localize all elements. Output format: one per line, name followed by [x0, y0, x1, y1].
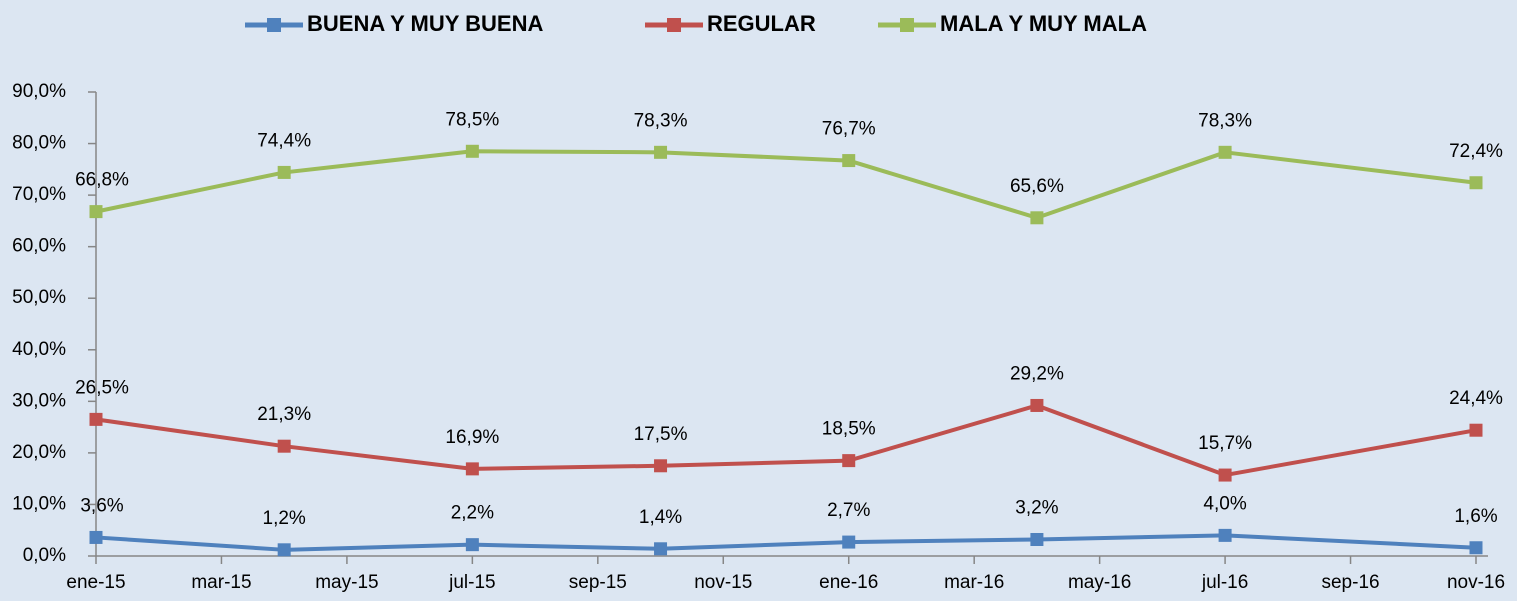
marker: [1469, 541, 1483, 555]
data-label: 2,7%: [827, 500, 870, 521]
marker: [89, 412, 103, 426]
x-tick-label: mar-15: [191, 572, 251, 593]
legend-text: REGULAR: [707, 11, 816, 36]
marker: [465, 538, 479, 552]
data-label: 26,5%: [75, 377, 129, 398]
legend-marker: [900, 18, 914, 32]
data-label: 78,3%: [634, 110, 688, 131]
data-label: 76,7%: [822, 119, 876, 140]
x-tick-label: jul-15: [448, 572, 495, 593]
y-tick-label: 50,0%: [12, 287, 66, 308]
data-label: 74,4%: [257, 130, 311, 151]
marker: [1218, 145, 1232, 159]
x-tick-label: mar-16: [944, 572, 1004, 593]
data-label: 16,9%: [445, 427, 499, 448]
marker: [1469, 176, 1483, 190]
marker: [842, 535, 856, 549]
x-tick-label: sep-15: [569, 572, 627, 593]
marker: [277, 543, 291, 557]
x-tick-label: may-16: [1068, 572, 1131, 593]
data-label: 1,2%: [263, 508, 306, 529]
y-tick-label: 80,0%: [12, 133, 66, 154]
data-label: 1,4%: [639, 507, 682, 528]
marker: [89, 205, 103, 219]
x-tick-label: sep-16: [1321, 572, 1379, 593]
marker: [465, 144, 479, 158]
data-label: 24,4%: [1449, 388, 1503, 409]
y-tick-label: 30,0%: [12, 390, 66, 411]
legend-text: MALA Y MUY MALA: [940, 11, 1147, 36]
legend-marker: [667, 18, 681, 32]
legend-marker: [267, 18, 281, 32]
marker: [654, 145, 668, 159]
data-label: 29,2%: [1010, 363, 1064, 384]
data-label: 78,5%: [445, 109, 499, 130]
data-label: 21,3%: [257, 404, 311, 425]
data-label: 3,2%: [1015, 498, 1058, 519]
y-tick-label: 20,0%: [12, 442, 66, 463]
data-label: 15,7%: [1198, 433, 1252, 454]
marker: [842, 154, 856, 168]
marker: [1218, 528, 1232, 542]
series-line: [95, 403, 1477, 478]
data-label: 18,5%: [822, 419, 876, 440]
series-line: [95, 149, 1477, 220]
marker: [277, 165, 291, 179]
data-label: 72,4%: [1449, 141, 1503, 162]
y-tick-label: 0,0%: [23, 545, 66, 566]
marker: [1030, 398, 1044, 412]
x-tick-label: jul-16: [1201, 572, 1248, 593]
marker: [1030, 533, 1044, 547]
marker: [1469, 423, 1483, 437]
y-tick-label: 40,0%: [12, 339, 66, 360]
data-label: 78,3%: [1198, 110, 1252, 131]
data-label: 4,0%: [1203, 493, 1246, 514]
marker: [654, 542, 668, 556]
y-tick-label: 10,0%: [12, 493, 66, 514]
marker: [89, 530, 103, 544]
data-label: 65,6%: [1010, 176, 1064, 197]
x-tick-label: nov-16: [1447, 572, 1505, 593]
marker: [842, 454, 856, 468]
x-tick-label: ene-16: [819, 572, 878, 593]
y-tick-label: 90,0%: [12, 81, 66, 102]
legend-text: BUENA Y MUY BUENA: [307, 11, 543, 36]
y-tick-label: 60,0%: [12, 236, 66, 257]
x-tick-label: nov-15: [694, 572, 752, 593]
series-line: [95, 533, 1477, 552]
x-tick-label: may-15: [315, 572, 378, 593]
marker: [465, 462, 479, 476]
x-tick-label: ene-15: [66, 572, 125, 593]
marker: [1218, 468, 1232, 482]
marker: [654, 459, 668, 473]
data-label: 17,5%: [634, 424, 688, 445]
marker: [1030, 211, 1044, 225]
data-label: 66,8%: [75, 170, 129, 191]
marker: [277, 439, 291, 453]
data-label: 3,6%: [80, 495, 123, 516]
data-label: 1,6%: [1454, 506, 1497, 527]
y-tick-label: 70,0%: [12, 184, 66, 205]
data-label: 2,2%: [451, 503, 494, 524]
